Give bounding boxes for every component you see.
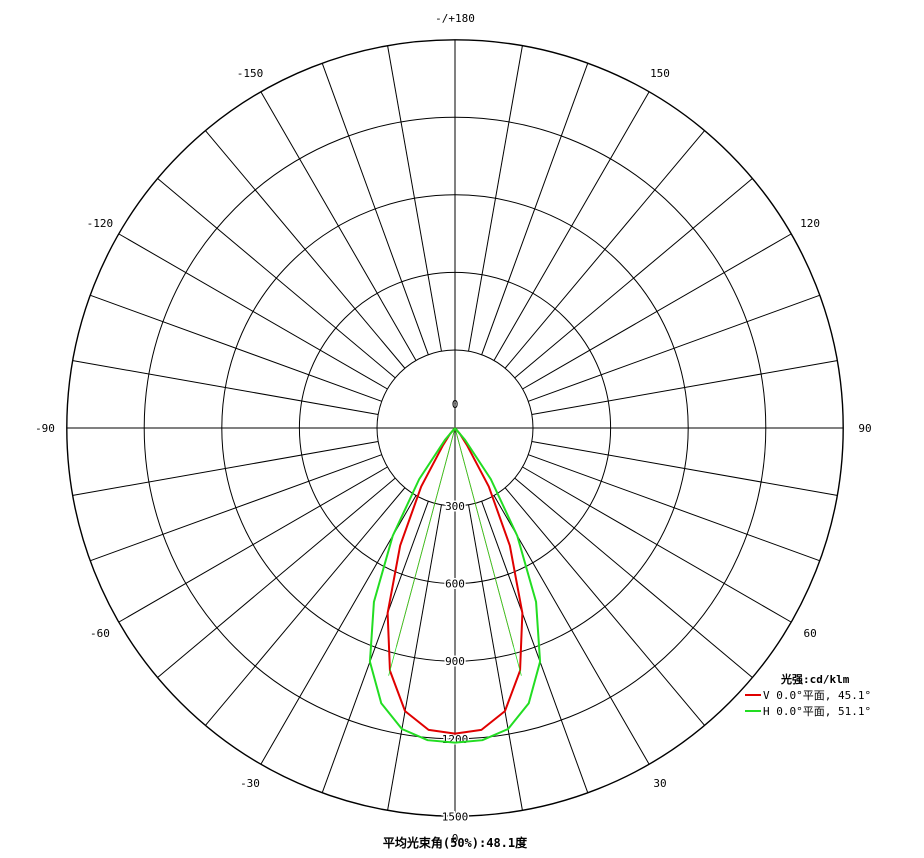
angle-label: -60 (90, 627, 110, 640)
radial-tick-label: 600 (445, 578, 465, 591)
angle-label: 30 (653, 777, 666, 790)
grid-spoke (90, 294, 382, 402)
grid-spoke (528, 294, 820, 402)
angle-label: -30 (240, 777, 260, 790)
grid-spoke (205, 487, 406, 726)
grid-spoke (481, 501, 589, 793)
angle-label: 0 (452, 832, 459, 845)
grid-spoke (157, 178, 396, 379)
center-label: 0 (452, 398, 459, 411)
grid-spoke (514, 178, 753, 379)
grid-spoke (90, 454, 382, 562)
grid-spoke (493, 495, 650, 765)
angle-label: 150 (650, 67, 670, 80)
grid-spoke (260, 495, 417, 765)
angle-label: -/+180 (435, 12, 475, 25)
angle-label: 120 (800, 217, 820, 230)
legend-entry-1: H 0.0°平面, 51.1° (763, 705, 871, 718)
grid-spoke (531, 441, 838, 496)
grid-spoke (468, 504, 523, 811)
angle-label: 60 (803, 627, 816, 640)
grid-spoke (522, 466, 792, 623)
series-ray-1 (454, 427, 522, 676)
radial-tick-label: 1500 (442, 810, 469, 823)
grid-spoke (387, 45, 442, 352)
legend-title: 光强:cd/klm (780, 672, 850, 686)
radial-tick-label: 1200 (442, 733, 469, 746)
grid-spoke (72, 360, 379, 415)
grid-spoke (321, 501, 429, 793)
grid-spoke (468, 45, 523, 352)
footer-beam-angle: 平均光束角(50%):48.1度 (383, 835, 528, 850)
grid-spoke (321, 63, 429, 355)
grid-spoke (157, 477, 396, 678)
grid-spoke (514, 477, 753, 678)
grid-spoke (531, 360, 838, 415)
series-line-1 (368, 427, 542, 744)
radial-tick-label: 900 (445, 655, 465, 668)
grid-spoke (118, 466, 388, 623)
angle-label: 90 (858, 422, 871, 435)
angle-label: -120 (87, 217, 114, 230)
series-line-0 (386, 427, 524, 735)
grid-spoke (205, 130, 406, 369)
grid-spoke (260, 91, 417, 361)
grid-spoke (504, 487, 705, 726)
grid-spoke (481, 63, 589, 355)
grid-spoke (72, 441, 379, 496)
grid-spoke (522, 233, 792, 390)
angle-label: -150 (237, 67, 264, 80)
legend-entry-0: V 0.0°平面, 45.1° (763, 689, 871, 702)
grid-spoke (387, 504, 442, 811)
grid-spoke (493, 91, 650, 361)
series-ray-1 (388, 427, 456, 676)
radial-tick-label: 300 (445, 500, 465, 513)
grid-spoke (504, 130, 705, 369)
angle-label: -90 (35, 422, 55, 435)
grid-spoke (528, 454, 820, 562)
grid-spoke (118, 233, 388, 390)
